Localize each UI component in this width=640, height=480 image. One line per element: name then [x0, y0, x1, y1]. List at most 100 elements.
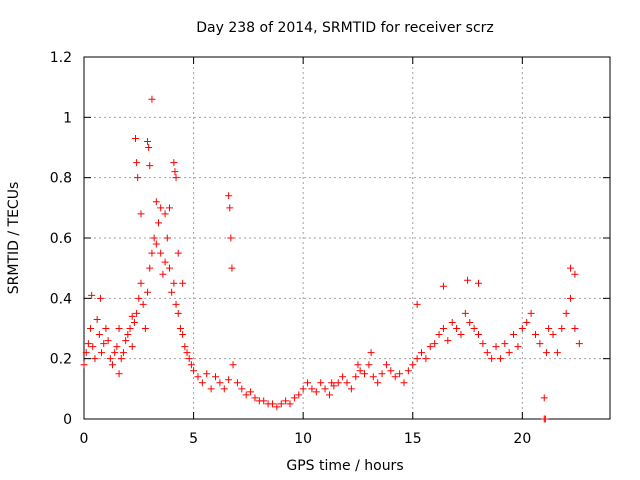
data-point [567, 264, 575, 272]
data-point [277, 400, 285, 408]
data-point [161, 210, 169, 218]
data-point [148, 95, 156, 103]
data-point [198, 379, 206, 387]
data-point [135, 294, 143, 302]
data-point [501, 340, 509, 348]
data-point [422, 355, 430, 363]
data-point [496, 355, 504, 363]
data-point [165, 204, 173, 212]
data-point [382, 361, 390, 369]
data-point [464, 276, 472, 284]
data-point [155, 219, 163, 227]
data-point [367, 349, 375, 357]
data-point [181, 343, 189, 351]
data-point [492, 343, 500, 351]
data-point [168, 288, 176, 296]
data-point [418, 349, 426, 357]
data-point [225, 376, 233, 384]
data-point [80, 361, 88, 369]
data-point [185, 355, 193, 363]
data-point [111, 349, 119, 357]
data-point [518, 325, 526, 332]
data-point [409, 361, 417, 369]
x-tick-label: 10 [294, 431, 312, 447]
data-point [165, 264, 173, 272]
data-point [365, 361, 373, 369]
data-point [227, 234, 235, 242]
data-point [148, 249, 156, 257]
data-point [531, 331, 539, 339]
data-point [352, 373, 360, 381]
data-point [549, 331, 557, 339]
data-point [238, 385, 246, 393]
data-point [122, 337, 130, 345]
data-point [115, 370, 123, 378]
data-point [161, 258, 169, 266]
data-point [413, 355, 421, 363]
data-point [475, 279, 482, 287]
data-point [113, 343, 121, 351]
data-point [141, 325, 149, 332]
data-point [159, 270, 167, 278]
data-point [233, 379, 241, 387]
data-point [527, 309, 535, 317]
data-point [431, 340, 439, 348]
data-point [374, 379, 382, 387]
y-tick-label: 1.2 [50, 50, 72, 66]
data-point [251, 394, 259, 402]
data-point [98, 349, 106, 357]
data-point [553, 349, 561, 357]
data-point [152, 240, 160, 248]
data-point [150, 234, 158, 242]
y-tick-label: 1 [63, 110, 72, 126]
chart-title: Day 238 of 2014, SRMTID for receiver scr… [196, 20, 494, 36]
data-point [571, 325, 579, 332]
data-point [466, 318, 474, 326]
data-point [124, 331, 132, 339]
x-axis-label: GPS time / hours [286, 458, 403, 474]
data-point [461, 309, 469, 317]
data-point [172, 174, 180, 182]
data-point [396, 370, 404, 378]
data-point [117, 355, 125, 363]
data-point [170, 159, 178, 167]
x-tick-label: 20 [513, 431, 531, 447]
data-point [328, 379, 336, 387]
data-point [567, 294, 575, 302]
data-point [404, 367, 412, 375]
data-point [190, 367, 198, 375]
data-point [541, 415, 549, 423]
data-point [203, 370, 211, 378]
data-point [387, 367, 395, 375]
data-point [510, 331, 518, 339]
data-point [558, 325, 566, 332]
data-point [229, 361, 237, 369]
data-points [80, 95, 583, 423]
data-point [89, 343, 97, 351]
data-point [391, 373, 399, 381]
data-point [102, 325, 110, 332]
data-point [106, 355, 114, 363]
data-point [343, 379, 351, 387]
data-point [426, 343, 434, 351]
data-point [157, 204, 165, 212]
data-point [523, 318, 531, 326]
data-point [207, 385, 215, 393]
data-point [286, 400, 294, 408]
data-point [308, 385, 316, 393]
data-point [273, 403, 281, 411]
y-tick-label: 0.6 [50, 231, 72, 247]
data-point [104, 337, 112, 345]
data-point [435, 331, 443, 339]
data-point [183, 349, 191, 357]
x-tick-label: 15 [404, 431, 422, 447]
data-point [119, 349, 127, 357]
data-point [354, 361, 362, 369]
data-point [457, 331, 465, 339]
data-point [536, 340, 544, 348]
data-point [187, 361, 195, 369]
data-point [130, 318, 138, 326]
data-point [312, 388, 320, 396]
data-point [95, 331, 103, 339]
